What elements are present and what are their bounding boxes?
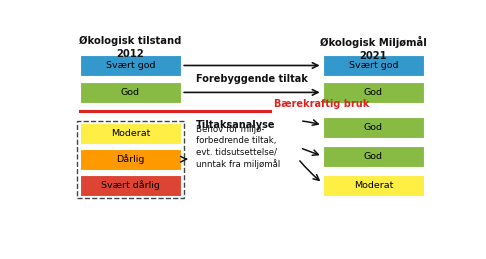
Bar bbox=[323, 146, 424, 167]
Text: God: God bbox=[364, 88, 383, 97]
Text: Svært dårlig: Svært dårlig bbox=[101, 180, 160, 190]
Text: Økologisk tilstand
2012: Økologisk tilstand 2012 bbox=[79, 36, 182, 59]
Bar bbox=[77, 121, 184, 198]
Text: Moderat: Moderat bbox=[111, 129, 150, 138]
Text: Bærekraftig bruk: Bærekraftig bruk bbox=[274, 99, 369, 109]
Text: God: God bbox=[364, 123, 383, 132]
Bar bbox=[80, 149, 181, 170]
Bar bbox=[80, 175, 181, 196]
Bar bbox=[80, 55, 181, 76]
Bar bbox=[323, 175, 424, 196]
Bar bbox=[323, 82, 424, 103]
Bar bbox=[323, 117, 424, 138]
Text: God: God bbox=[364, 152, 383, 161]
Bar bbox=[80, 123, 181, 144]
Text: God: God bbox=[121, 88, 140, 97]
Text: Behov for miljø-
forbedrende tiltak,
evt. tidsutsettelse/
unntak fra miljømål: Behov for miljø- forbedrende tiltak, evt… bbox=[196, 125, 280, 169]
Text: Svært god: Svært god bbox=[348, 61, 398, 70]
Text: Dårlig: Dårlig bbox=[116, 154, 145, 164]
Bar bbox=[80, 82, 181, 103]
Text: Svært god: Svært god bbox=[105, 61, 155, 70]
Text: Tiltaksanalyse: Tiltaksanalyse bbox=[196, 120, 276, 130]
Text: Økologisk Miljømål
2021: Økologisk Miljømål 2021 bbox=[320, 36, 427, 61]
Text: Moderat: Moderat bbox=[354, 181, 393, 190]
Bar bbox=[323, 55, 424, 76]
Text: Forebyggende tiltak: Forebyggende tiltak bbox=[196, 74, 308, 84]
